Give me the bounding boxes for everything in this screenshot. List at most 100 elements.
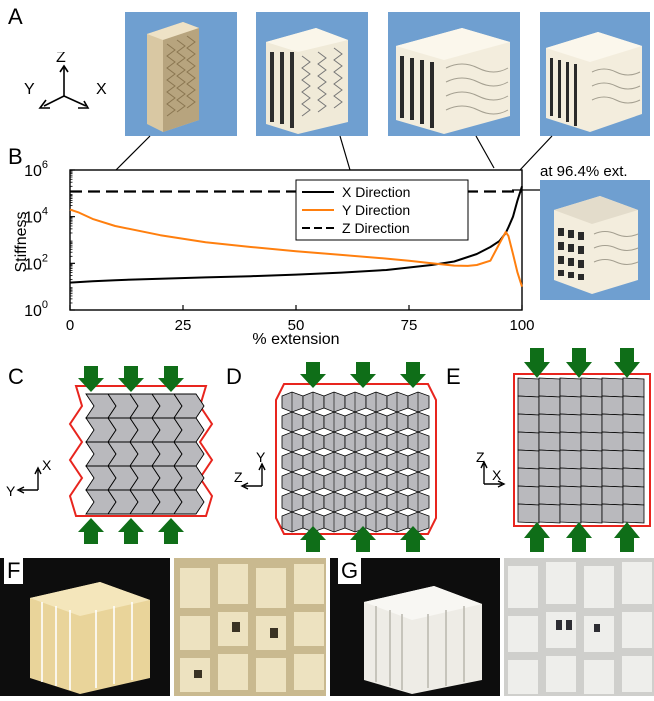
render-a4 [540, 12, 650, 136]
cell [601, 485, 624, 506]
cell [281, 391, 304, 413]
cell [559, 431, 582, 452]
legend-label: X Direction [342, 184, 410, 200]
cell [323, 391, 346, 413]
cell [517, 377, 540, 398]
panel-d-diagram: Y Z [234, 362, 437, 552]
cell [302, 491, 325, 513]
axes-triad-a: Z Y X [24, 52, 107, 109]
cell [323, 491, 346, 513]
cell [559, 485, 582, 506]
cell [173, 489, 205, 515]
cell [302, 451, 325, 473]
cell [365, 431, 388, 453]
cell [302, 471, 325, 493]
cell [601, 431, 624, 452]
cell [517, 413, 540, 434]
cell [580, 395, 603, 416]
panel-label-b: B [8, 144, 23, 169]
cell [344, 431, 367, 453]
cell [559, 413, 582, 434]
triad-a-x: X [96, 81, 107, 98]
render-a2 [256, 12, 368, 136]
cell [601, 467, 624, 488]
triad-a-y: Y [24, 81, 35, 98]
cell [517, 449, 540, 470]
cell [365, 511, 388, 533]
cell [323, 471, 346, 493]
panel-label-g: G [338, 558, 362, 584]
cell [622, 485, 645, 506]
cell [281, 411, 304, 433]
y-tick-label: 106 [24, 159, 48, 180]
cell [622, 377, 645, 398]
render-inset [540, 180, 650, 300]
legend-label: Z Direction [342, 220, 410, 236]
cell [538, 449, 561, 470]
cell [323, 451, 346, 473]
cell [601, 377, 624, 398]
cell [344, 491, 367, 513]
series-line-x-direction [69, 185, 523, 284]
triad-d-left: Z [234, 469, 243, 485]
cell [407, 391, 430, 413]
cell [580, 431, 603, 452]
panel-label-c: C [8, 364, 24, 389]
cell [344, 471, 367, 493]
cell [302, 391, 325, 413]
cell [601, 449, 624, 470]
cell [365, 411, 388, 433]
cell [407, 451, 430, 473]
y-tick-label: 100 [24, 299, 48, 320]
cell [407, 431, 430, 453]
x-tick-label: 50 [288, 317, 305, 334]
panel-label-e: E [446, 364, 461, 389]
cell [386, 451, 409, 473]
cell [580, 413, 603, 434]
cell [281, 491, 304, 513]
cell [386, 431, 409, 453]
cell [407, 411, 430, 433]
cell [580, 503, 603, 524]
x-tick-label: 75 [401, 317, 418, 334]
panel-c-diagram: X Y [6, 366, 214, 544]
cell [580, 467, 603, 488]
cell [538, 467, 561, 488]
cell [386, 491, 409, 513]
cell [601, 413, 624, 434]
x-axis-label: % extension [252, 331, 339, 348]
cell [281, 451, 304, 473]
legend-label: Y Direction [342, 202, 410, 218]
triad-c-up: X [42, 457, 52, 473]
cell [601, 395, 624, 416]
photo-f-overview [0, 558, 170, 696]
cell [517, 503, 540, 524]
cell [622, 395, 645, 416]
cell [559, 395, 582, 416]
cell [365, 391, 388, 413]
cell [407, 471, 430, 493]
cell [538, 377, 561, 398]
triad-a-z: Z [56, 52, 66, 66]
render-a1 [125, 12, 237, 136]
cell [622, 503, 645, 524]
triad-e-up: Z [476, 449, 485, 465]
cell [365, 491, 388, 513]
cell [323, 511, 346, 533]
series-line-y-direction [69, 208, 523, 288]
cell [386, 391, 409, 413]
cell [538, 431, 561, 452]
cell [365, 471, 388, 493]
panel-label-d: D [226, 364, 242, 389]
cell [517, 485, 540, 506]
cell [622, 413, 645, 434]
cell [538, 503, 561, 524]
cell [344, 391, 367, 413]
cell [344, 451, 367, 473]
cell [538, 485, 561, 506]
triad-d-up: Y [256, 449, 266, 465]
photo-f-closeup [174, 558, 326, 696]
triad-e-right: X [492, 467, 502, 483]
cell [580, 377, 603, 398]
cell [580, 485, 603, 506]
